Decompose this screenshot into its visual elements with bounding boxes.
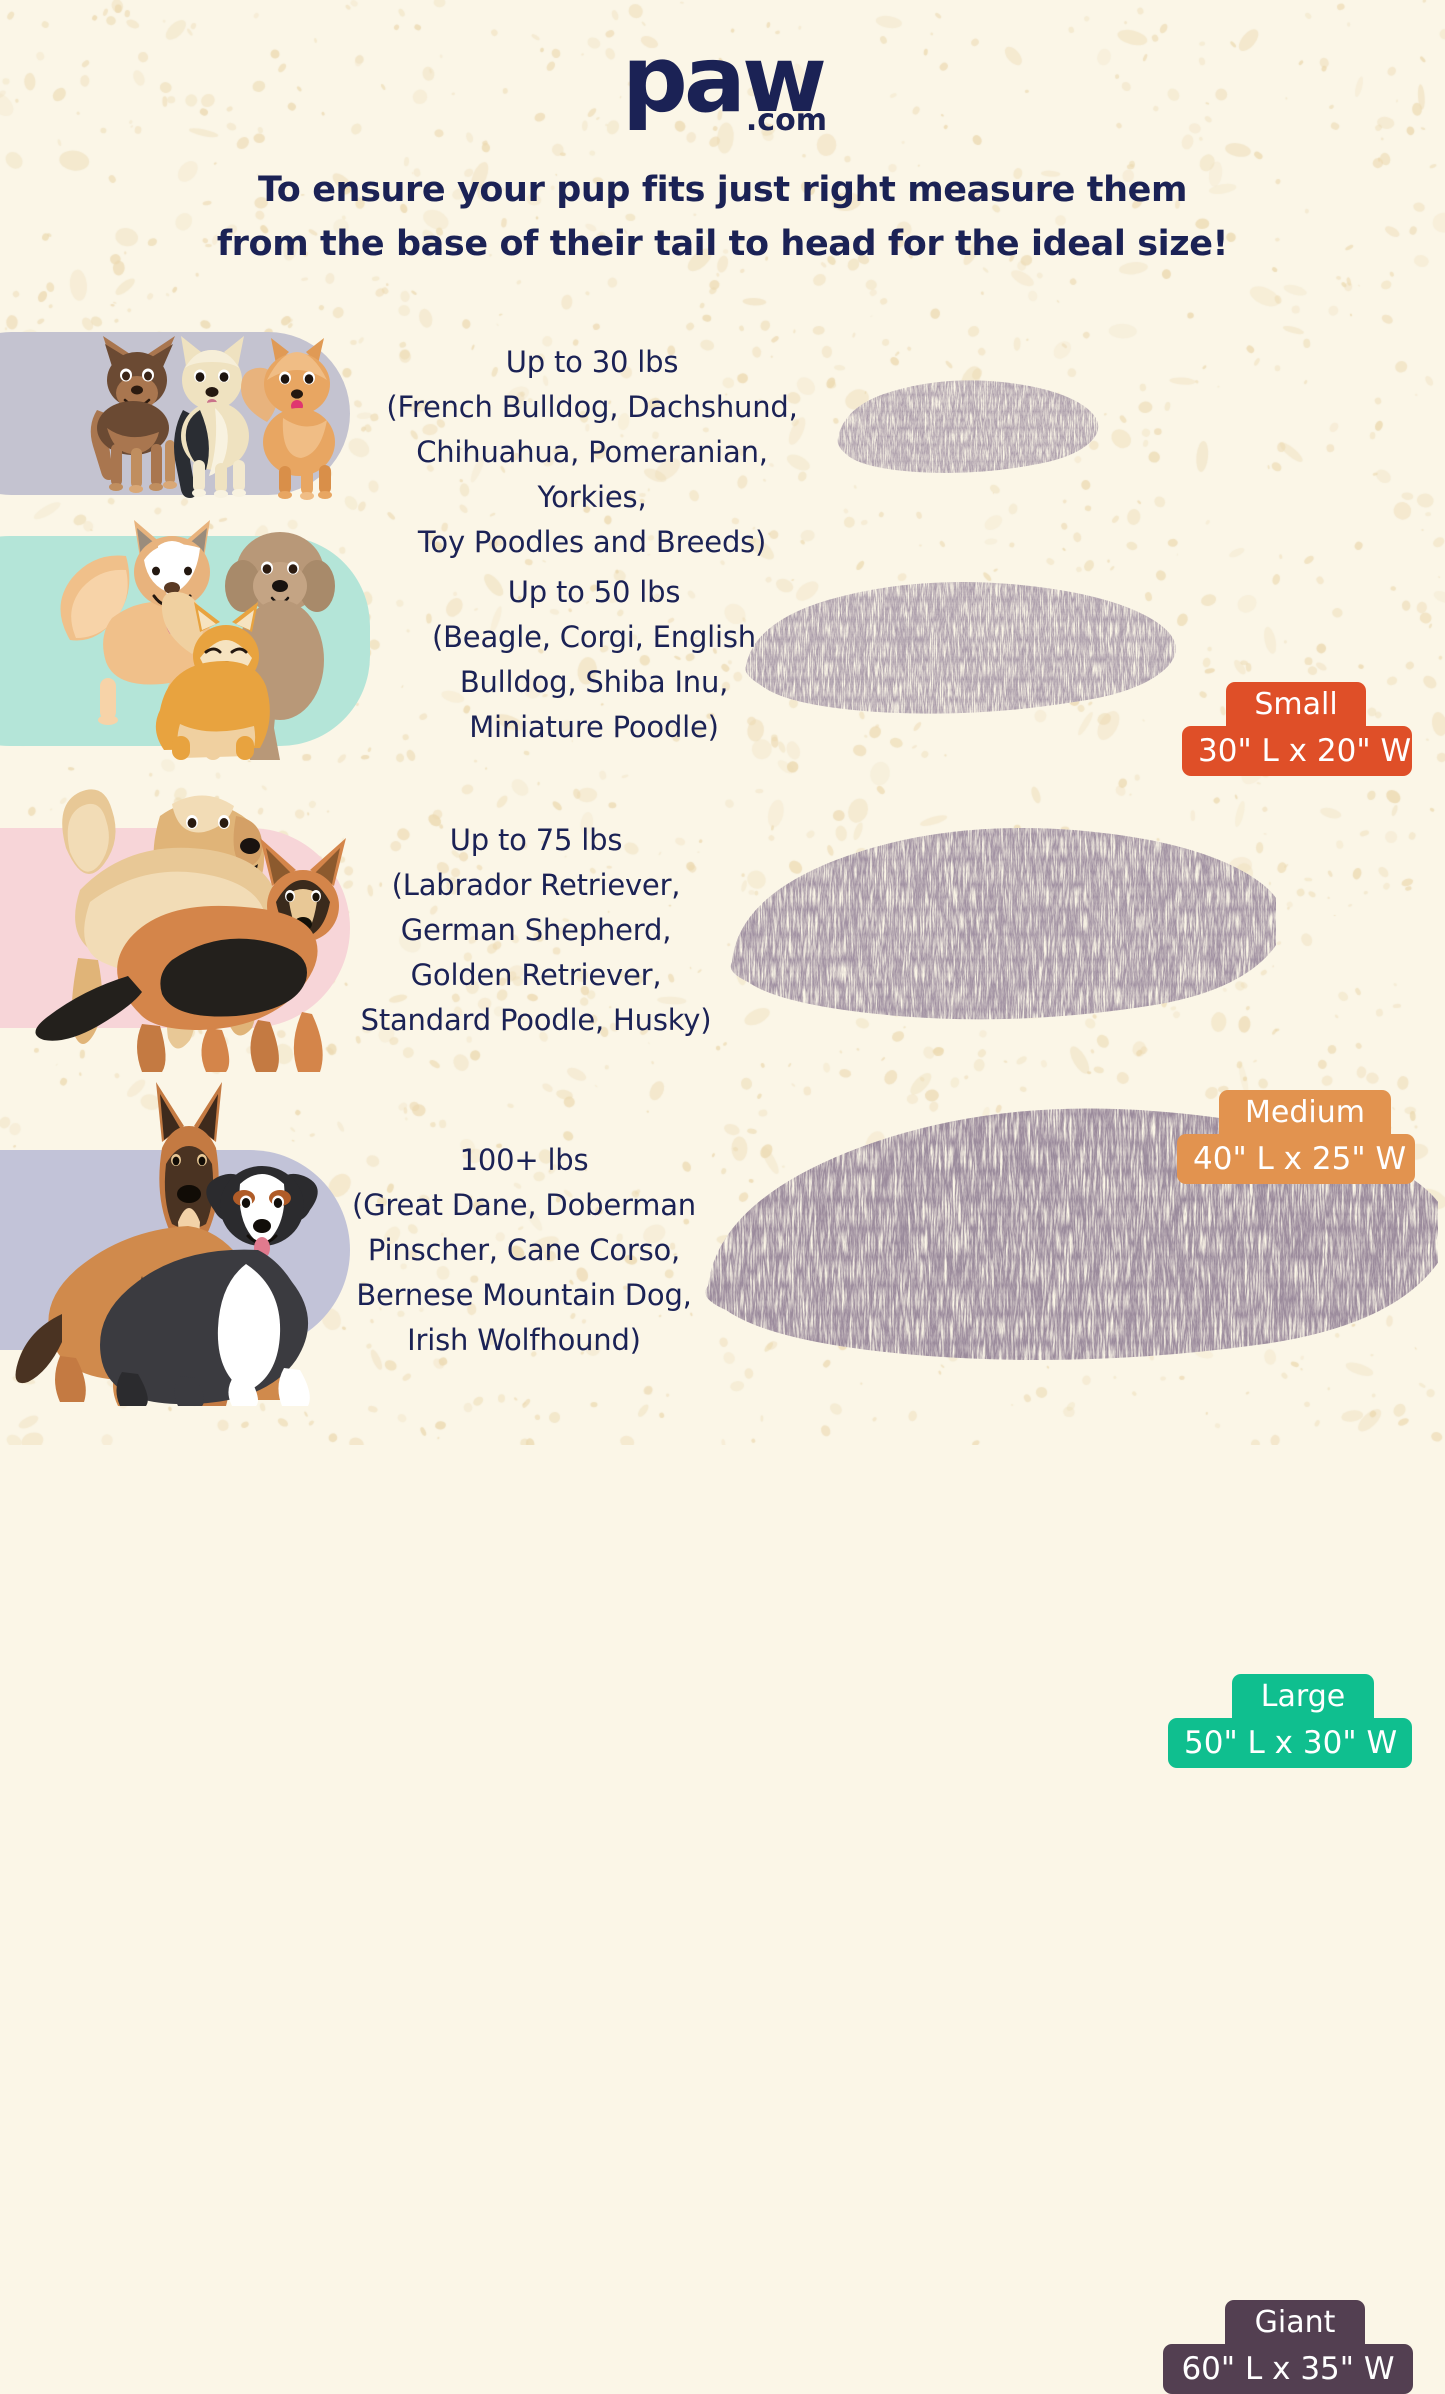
- yorkshire-terrier-illustration: [174, 336, 249, 498]
- weight-range-large: Up to 75 lbs: [449, 823, 623, 857]
- size-badge-dimensions-small: 30" L x 20" W: [1182, 726, 1412, 776]
- brand-logo-text: paw .com: [622, 34, 827, 136]
- size-row-small: Up to 30 lbs (French Bulldog, Dachshund, …: [0, 318, 1445, 776]
- breed-list-medium: (Beagle, Corgi, English Bulldog, Shiba I…: [432, 620, 756, 744]
- pomeranian-illustration: [241, 338, 335, 500]
- rug-shape-small: [837, 380, 1099, 474]
- headline: To ensure your pup fits just right measu…: [0, 163, 1445, 271]
- chihuahua-illustration: [90, 336, 177, 493]
- size-badge-medium[interactable]: Medium 40" L x 25" W: [1177, 1090, 1415, 1184]
- breed-list-large: (Labrador Retriever, German Shepherd, Go…: [360, 868, 712, 1037]
- size-badge-label-medium: Medium: [1219, 1090, 1391, 1136]
- size-description-large: Up to 75 lbs (Labrador Retriever, German …: [326, 818, 746, 1043]
- size-badge-label-large: Large: [1232, 1674, 1374, 1720]
- size-badge-dimensions-large: 50" L x 30" W: [1168, 1718, 1412, 1768]
- size-badge-label-small: Small: [1226, 682, 1366, 728]
- dog-illustrations-small: [90, 336, 335, 500]
- breed-list-small: (French Bulldog, Dachshund, Chihuahua, P…: [386, 390, 798, 559]
- brand-logo: paw .com: [0, 34, 1445, 136]
- rug-shape-large: [730, 828, 1276, 1020]
- size-description-small: Up to 30 lbs (French Bulldog, Dachshund, …: [366, 340, 818, 565]
- size-description-medium: Up to 50 lbs (Beagle, Corgi, English Bull…: [384, 570, 804, 750]
- size-badge-small[interactable]: Small 30" L x 20" W: [1182, 682, 1412, 776]
- size-description-giant: 100+ lbs (Great Dane, Doberman Pinscher, …: [324, 1138, 724, 1363]
- size-badge-giant[interactable]: Giant 60" L x 35" W: [1163, 2300, 1413, 2394]
- dog-illustrations-large: [35, 789, 346, 1072]
- breed-list-giant: (Great Dane, Doberman Pinscher, Cane Cor…: [352, 1188, 696, 1357]
- size-badge-dimensions-giant: 60" L x 35" W: [1163, 2344, 1413, 2394]
- size-badge-label-giant: Giant: [1225, 2300, 1365, 2346]
- brand-suffix: .com: [745, 103, 827, 138]
- size-badge-large[interactable]: Large 50" L x 30" W: [1168, 1674, 1412, 1768]
- headline-line-1: To ensure your pup fits just right measu…: [257, 170, 1188, 210]
- dog-illustrations-giant: [15, 1082, 318, 1406]
- dog-illustrations-medium: [60, 520, 335, 760]
- weight-range-medium: Up to 50 lbs: [507, 575, 681, 609]
- weight-range-small: Up to 30 lbs: [505, 345, 679, 379]
- headline-line-2: from the base of their tail to head for …: [216, 224, 1229, 264]
- size-badge-dimensions-medium: 40" L x 25" W: [1177, 1134, 1415, 1184]
- size-row-large: Up to 75 lbs (Labrador Retriever, German …: [0, 789, 1445, 1768]
- weight-range-giant: 100+ lbs: [459, 1143, 589, 1177]
- size-guide-infographic: paw .com To ensure your pup fits just rig…: [0, 34, 1445, 2394]
